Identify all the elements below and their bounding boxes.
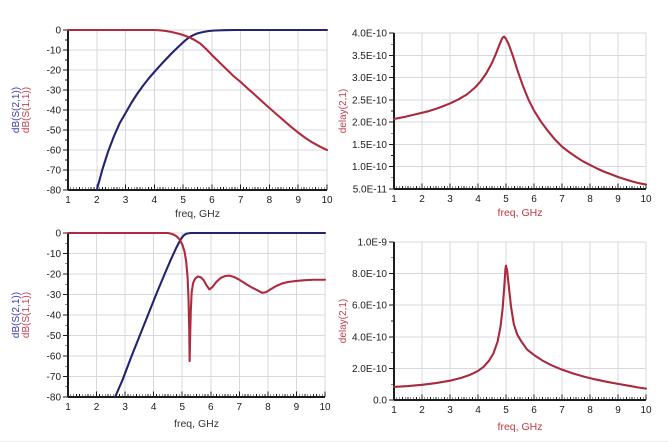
x-tick-label: 7 (559, 405, 565, 416)
y-axis-title: delay(2,1) (338, 89, 349, 133)
y-axis-title: delay(2,1) (338, 299, 349, 343)
panel-sparams-sharp: 1 2 3 4 5 6 7 8 9 10 0 -10 -20 -30 -40 -50 -60 -70 -80 dB(S… (0, 221, 334, 441)
x-tick-label: 6 (531, 405, 537, 416)
x-tick-label: 9 (615, 194, 621, 205)
y-tick-label: -80 (47, 186, 62, 197)
x-tick-label: 6 (531, 194, 537, 205)
y-tick-label: 2.0E-10 (352, 118, 387, 129)
y-tick-label: 0 (55, 26, 61, 37)
x-tick-label: 5 (503, 194, 509, 205)
x-tick-label: 2 (419, 194, 425, 205)
x-tick-label: 3 (122, 402, 128, 413)
x-tick-label: 3 (447, 405, 453, 416)
x-tick-label: 8 (587, 194, 593, 205)
x-tick-label: 1 (65, 195, 71, 206)
y-tick-label: -60 (47, 352, 62, 363)
x-tick-label: 10 (319, 402, 331, 413)
y-tick-label: -30 (47, 86, 62, 97)
x-tick-label: 4 (475, 405, 481, 416)
y-tick-label: 8.0E-10 (352, 269, 387, 280)
x-tick-label: 1 (391, 194, 397, 205)
y-tick-label: -30 (47, 290, 62, 301)
x-tick-label: 2 (94, 195, 100, 206)
y-tick-label: 3.0E-10 (352, 73, 387, 84)
y-axis-title: dB(S(2,1)) (11, 87, 22, 133)
y-axis-title: dB(S(1,1)) (21, 292, 32, 338)
x-axis-title: freq, GHz (175, 208, 220, 220)
x-axis-title: freq, GHz (174, 418, 219, 430)
chart-sparams-sharp: 1 2 3 4 5 6 7 8 9 10 0 -10 -20 -30 -40 -50 -60 -70 -80 dB(S… (11, 229, 331, 431)
x-axis-title: freq, GHz (498, 207, 543, 219)
x-tick-label: 4 (475, 194, 481, 205)
series-curve-db-s-1-1 (66, 28, 329, 152)
y-tick-label: -20 (47, 270, 62, 281)
y-tick-label: -40 (47, 106, 62, 117)
x-tick-label: 10 (640, 405, 652, 416)
y-tick-label: 1.0E-9 (358, 238, 388, 249)
y-tick-label: 2.0E-10 (352, 364, 387, 375)
x-tick-label: 1 (391, 405, 397, 416)
panel-sparams-gradual: 1 2 3 4 5 6 7 8 9 10 0 -10 -20 -30 -40 -50 -60 -70 -80 dB(S… (0, 0, 334, 221)
series-curve-db-s-2-1 (95, 28, 329, 192)
y-axis-title: dB(S(2,1)) (11, 292, 22, 338)
y-tick-label: -20 (47, 66, 62, 77)
y-tick-label: -40 (47, 311, 62, 322)
y-axis-title: dB(S(1,1)) (21, 87, 32, 133)
x-tick-label: 4 (152, 195, 158, 206)
series-curve-db-s-2-1 (114, 231, 327, 399)
y-tick-label: -50 (47, 126, 62, 137)
series-curve-db-s-1-1 (66, 231, 327, 363)
x-tick-label: 1 (65, 402, 71, 413)
x-tick-label: 3 (447, 194, 453, 205)
panel-delay-gradual: 1 2 3 4 5 6 7 8 9 10 5.0E-11 1.0E-10 1.5E-10 2.0E-10 2… (334, 0, 668, 220)
y-tick-label: 1.0E-10 (352, 162, 387, 173)
series-curve-delay-2-1 (392, 264, 648, 390)
x-tick-label: 6 (209, 195, 215, 206)
y-tick-label: -70 (47, 166, 62, 177)
x-tick-label: 3 (123, 195, 129, 206)
x-tick-label: 2 (419, 405, 425, 416)
y-tick-label: 2.5E-10 (352, 95, 387, 106)
y-tick-label: -60 (47, 146, 62, 157)
x-tick-label: 4 (151, 402, 157, 413)
x-tick-label: 5 (179, 402, 185, 413)
chart-delay-gradual: 1 2 3 4 5 6 7 8 9 10 5.0E-11 1.0E-10 1.5E-10 2.0E-10 2… (338, 29, 652, 220)
panel-delay-sharp: 1 2 3 4 5 6 7 8 9 10 0.0 2.0E-10 4.0E-10 6.0E-10 8.0E-… (334, 221, 668, 441)
x-tick-label: 9 (615, 405, 621, 416)
x-tick-label: 7 (237, 402, 243, 413)
x-tick-label: 9 (295, 195, 301, 206)
y-tick-label: 0.0 (373, 396, 387, 407)
y-tick-label: 4.0E-10 (352, 332, 387, 343)
y-tick-label: 1.5E-10 (352, 140, 387, 151)
x-axis-title: freq, GHz (498, 421, 543, 433)
x-tick-label: 7 (238, 195, 244, 206)
y-tick-label: -80 (47, 393, 62, 404)
x-tick-label: 6 (208, 402, 214, 413)
y-tick-label: 0 (55, 229, 61, 240)
chart-delay-sharp: 1 2 3 4 5 6 7 8 9 10 0.0 2.0E-10 4.0E-10 6.0E-10 8.0E-… (338, 238, 652, 434)
x-tick-label: 5 (180, 195, 186, 206)
x-tick-label: 5 (503, 405, 509, 416)
x-tick-label: 9 (294, 402, 300, 413)
x-tick-label: 8 (265, 402, 271, 413)
x-tick-label: 10 (321, 195, 333, 206)
y-tick-label: -50 (47, 331, 62, 342)
x-tick-label: 2 (94, 402, 100, 413)
y-tick-label: -10 (47, 249, 62, 260)
y-tick-label: 6.0E-10 (352, 301, 387, 312)
x-tick-label: 8 (267, 195, 273, 206)
x-tick-label: 7 (559, 194, 565, 205)
y-tick-label: -70 (47, 372, 62, 383)
chart-sparams-gradual: 1 2 3 4 5 6 7 8 9 10 0 -10 -20 -30 -40 -50 -60 -70 -80 dB(S… (11, 26, 333, 221)
y-tick-label: 4.0E-10 (352, 29, 387, 40)
y-tick-label: -10 (47, 46, 62, 57)
y-tick-label: 3.5E-10 (352, 51, 387, 62)
y-tick-label: 5.0E-11 (353, 185, 388, 196)
x-tick-label: 8 (587, 405, 593, 416)
x-tick-label: 10 (640, 194, 652, 205)
series-curve-delay-2-1 (392, 35, 648, 186)
